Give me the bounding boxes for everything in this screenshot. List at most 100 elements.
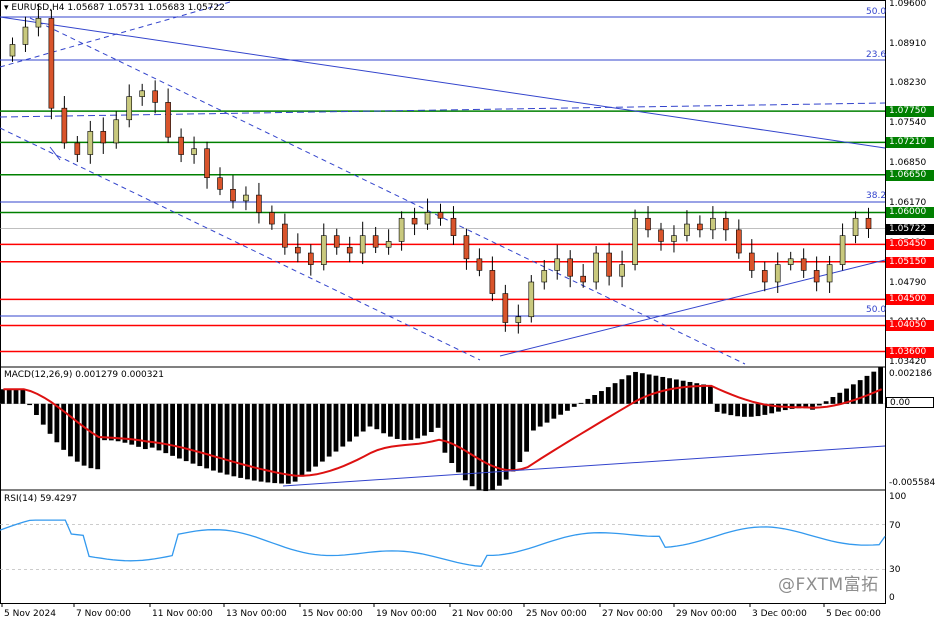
candle-body <box>684 223 690 236</box>
macd-histogram-bar <box>360 403 366 432</box>
fib-label-50-low: 50.0 <box>866 305 887 315</box>
candle-body <box>178 136 184 155</box>
macd-histogram-bar <box>422 403 427 436</box>
candle-body <box>385 241 392 248</box>
macd-histogram-bar <box>612 383 618 404</box>
macd-histogram-bar <box>183 403 189 462</box>
macd-histogram-bar <box>34 403 39 415</box>
macd-histogram-bar <box>633 371 638 404</box>
macd-histogram-bar <box>394 403 400 439</box>
macd-histogram-bar <box>864 375 870 404</box>
macd-histogram-bar <box>673 379 679 404</box>
macd-histogram-bar <box>136 403 141 447</box>
candle-body <box>230 188 236 202</box>
fib-label-23-6: 23.6 <box>866 50 887 60</box>
rsi-line <box>0 519 886 567</box>
macd-histogram-bar <box>197 403 203 467</box>
time-axis-tick: 5 Nov 2024 <box>4 609 56 619</box>
time-axis-tick: 19 Nov 00:00 <box>376 609 437 619</box>
macd-histogram-bar <box>156 403 162 451</box>
symbol-label: EURUSD,H4 <box>11 3 65 13</box>
time-axis-tick: 29 Nov 00:00 <box>676 609 737 619</box>
macd-histogram-bar <box>544 403 550 423</box>
descending-trendline <box>0 16 886 149</box>
candle-body <box>100 131 107 144</box>
macd-histogram-bar <box>319 403 325 462</box>
time-axis-tick: 5 Dec 00:00 <box>826 609 881 619</box>
macd-signal-line <box>3 384 883 477</box>
macd-histogram-bar <box>388 403 393 437</box>
candle-body <box>333 235 340 248</box>
macd-histogram-bar <box>687 381 693 404</box>
macd-histogram-bar <box>224 403 230 475</box>
level-price-box: 1.07750 <box>886 106 934 118</box>
open-value: 1.05687 <box>67 3 105 13</box>
macd-histogram-bar <box>551 403 557 419</box>
candle-body <box>774 264 781 283</box>
macd-histogram-bar <box>61 403 67 450</box>
rsi-label: RSI(14) 59.4297 <box>4 494 78 504</box>
time-axis-tick: 7 Nov 00:00 <box>76 609 131 619</box>
macd-histogram-bar <box>442 403 448 453</box>
macd-histogram-bar <box>558 403 564 415</box>
candle-body <box>35 18 42 28</box>
candle-body <box>450 217 457 236</box>
candle-body <box>541 270 548 283</box>
macd-histogram-bar <box>748 403 754 417</box>
candle-body <box>813 270 820 283</box>
macd-histogram-bar <box>619 379 625 404</box>
candle-body <box>217 177 223 190</box>
fib-label-50-top: 50.0 <box>866 7 887 17</box>
time-axis-tick: 13 Nov 00:00 <box>226 609 287 619</box>
macd-histogram-bar <box>251 403 257 481</box>
rsi-axis-100: 100 <box>889 492 907 502</box>
price-axis-tick: 1.08910 <box>889 38 927 49</box>
macd-histogram-bar <box>517 403 523 463</box>
macd-histogram-bar <box>762 403 768 415</box>
macd-label: MACD(12,26,9) 0.001279 0.000321 <box>4 370 164 380</box>
macd-histogram-bar <box>40 403 46 425</box>
macd-histogram-bar <box>245 403 250 480</box>
candle-body <box>826 264 833 283</box>
candle-body <box>152 90 158 103</box>
macd-histogram-bar <box>721 403 727 414</box>
candle-body <box>191 148 197 155</box>
macd-axis-top: 0.002186 <box>889 369 932 379</box>
macd-histogram-bar <box>27 403 33 406</box>
macd-histogram-bar <box>285 403 291 484</box>
candle-body <box>126 96 133 121</box>
macd-histogram-bar <box>503 403 509 480</box>
candle-body <box>619 264 625 277</box>
macd-histogram-bar <box>217 403 223 473</box>
macd-histogram-bar <box>108 403 114 441</box>
candle-body <box>424 212 431 225</box>
macd-histogram-bar <box>469 403 475 487</box>
time-axis-tick: 15 Nov 00:00 <box>302 609 363 619</box>
candle-body <box>9 44 16 57</box>
macd-histogram-bar <box>299 403 305 477</box>
macd-histogram-bar <box>694 383 700 404</box>
macd-histogram-bar <box>571 403 577 407</box>
candle-body <box>839 235 846 265</box>
level-price-box: 1.06000 <box>886 207 934 219</box>
macd-histogram-bar <box>667 378 672 404</box>
macd-histogram-bar <box>211 403 216 471</box>
macd-histogram-bar <box>272 403 278 484</box>
candle-body <box>74 142 81 155</box>
macd-histogram-bar <box>803 403 809 409</box>
rsi-axis-30: 30 <box>889 565 901 575</box>
level-price-box: 1.03600 <box>886 346 934 358</box>
macd-histogram-bar <box>578 402 584 404</box>
macd-histogram-bar <box>490 403 495 490</box>
candle-body <box>243 194 249 202</box>
macd-histogram-bar <box>279 403 284 484</box>
macd-histogram-bar <box>680 380 686 404</box>
macd-histogram-bar <box>728 403 734 416</box>
macd-histogram-bar <box>313 403 318 467</box>
candle-body <box>139 90 145 97</box>
rsi-axis-70: 70 <box>889 521 901 531</box>
macd-histogram-bar <box>326 403 332 457</box>
candle-body <box>671 235 677 242</box>
macd-histogram-bar <box>524 403 529 452</box>
